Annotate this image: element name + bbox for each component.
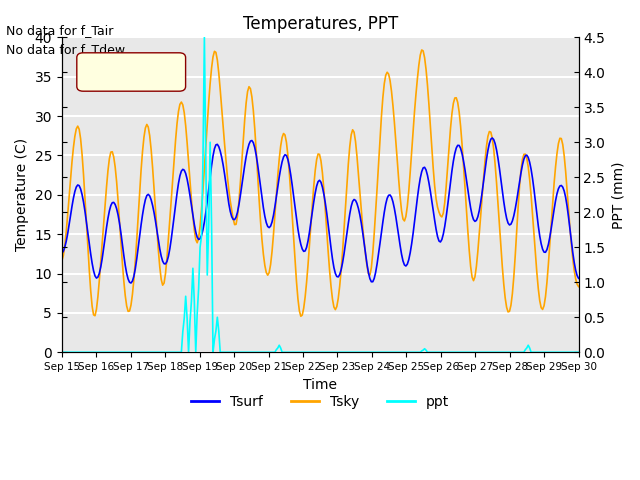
ppt [200, 35, 208, 40]
Title: Temperatures, PPT: Temperatures, PPT [243, 15, 398, 33]
Tsurf [231, 217, 239, 223]
Tsurf [239, 172, 247, 178]
Y-axis label: PPT (mm): PPT (mm) [611, 161, 625, 228]
Tsky [229, 216, 237, 222]
Tsurf [58, 251, 66, 256]
Tsurf [488, 135, 496, 141]
ppt [285, 349, 293, 355]
Line: Tsurf: Tsurf [62, 138, 579, 283]
Tsky [284, 152, 292, 158]
Tsky [238, 159, 246, 165]
Tsky [549, 199, 557, 204]
Tsurf [127, 280, 135, 286]
ppt [547, 349, 555, 355]
Line: ppt: ppt [62, 37, 579, 352]
Tsurf [285, 163, 293, 169]
ppt [58, 349, 66, 355]
Tsurf [575, 276, 582, 281]
Tsky [122, 293, 129, 299]
Y-axis label: Temperature (C): Temperature (C) [15, 138, 29, 252]
Tsky [418, 47, 426, 53]
ppt [231, 349, 239, 355]
Text: No data for f_Tair: No data for f_Tair [6, 24, 114, 36]
ppt [122, 349, 129, 355]
Text: No data for f_Tdew: No data for f_Tdew [6, 43, 125, 56]
Tsurf [122, 263, 129, 268]
Line: Tsky: Tsky [62, 50, 579, 316]
Legend: Tsurf, Tsky, ppt: Tsurf, Tsky, ppt [186, 389, 454, 415]
Tsky [212, 49, 220, 55]
X-axis label: Time: Time [303, 377, 337, 392]
Tsky [58, 258, 66, 264]
Tsky [297, 313, 305, 319]
Tsurf [549, 216, 557, 222]
ppt [214, 314, 221, 320]
Text: BA_arable: BA_arable [93, 66, 171, 80]
ppt [239, 349, 247, 355]
Tsurf [214, 142, 221, 147]
ppt [575, 349, 582, 355]
Tsky [575, 284, 582, 289]
